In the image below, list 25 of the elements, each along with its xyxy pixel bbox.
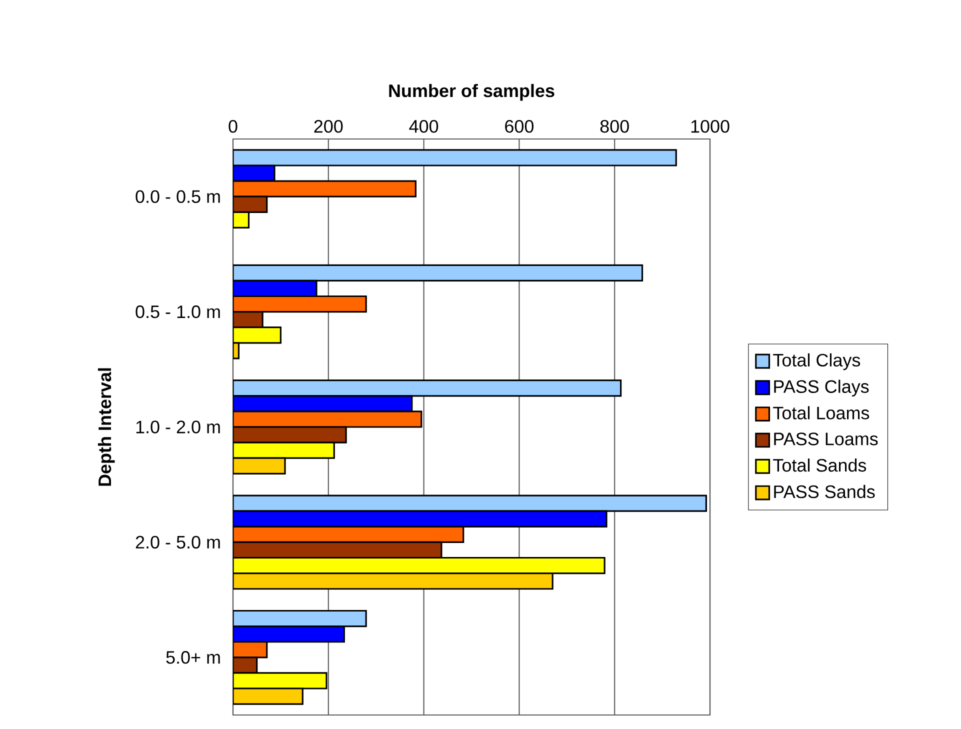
- bar: [233, 572, 554, 590]
- legend-label: Total Sands: [773, 458, 866, 472]
- x-tick-label: 200: [314, 120, 343, 133]
- x-axis-title: Number of samples: [389, 84, 554, 101]
- y-tick-label: 0.5 - 1.0 m: [136, 305, 220, 318]
- bar: [233, 510, 608, 528]
- x-tick-label: 1000: [691, 120, 730, 133]
- bar: [233, 380, 622, 397]
- x-tick-label: 0: [228, 120, 238, 133]
- y-tick-label: 2.0 - 5.0 m: [136, 536, 220, 549]
- bar: [233, 494, 707, 512]
- y-tick-label: 5.0+ m: [166, 651, 220, 664]
- x-tick-label: 600: [505, 120, 534, 133]
- legend-label: Total Clays: [773, 353, 860, 370]
- legend-label: Total Loams: [773, 406, 870, 420]
- legend-label: PASS Clays: [774, 380, 869, 397]
- bar: [233, 556, 606, 574]
- x-tick-label: 400: [409, 120, 438, 133]
- legend-label: PASS Loams: [774, 432, 878, 446]
- y-tick-label: 0.0 - 0.5 m: [136, 190, 220, 203]
- bar: [233, 264, 644, 282]
- y-axis-title: Depth Interval: [98, 368, 115, 486]
- legend-label: PASS Sands: [774, 484, 875, 498]
- y-tick-label: 1.0 - 2.0 m: [136, 420, 220, 434]
- x-tick-label: 800: [600, 120, 629, 133]
